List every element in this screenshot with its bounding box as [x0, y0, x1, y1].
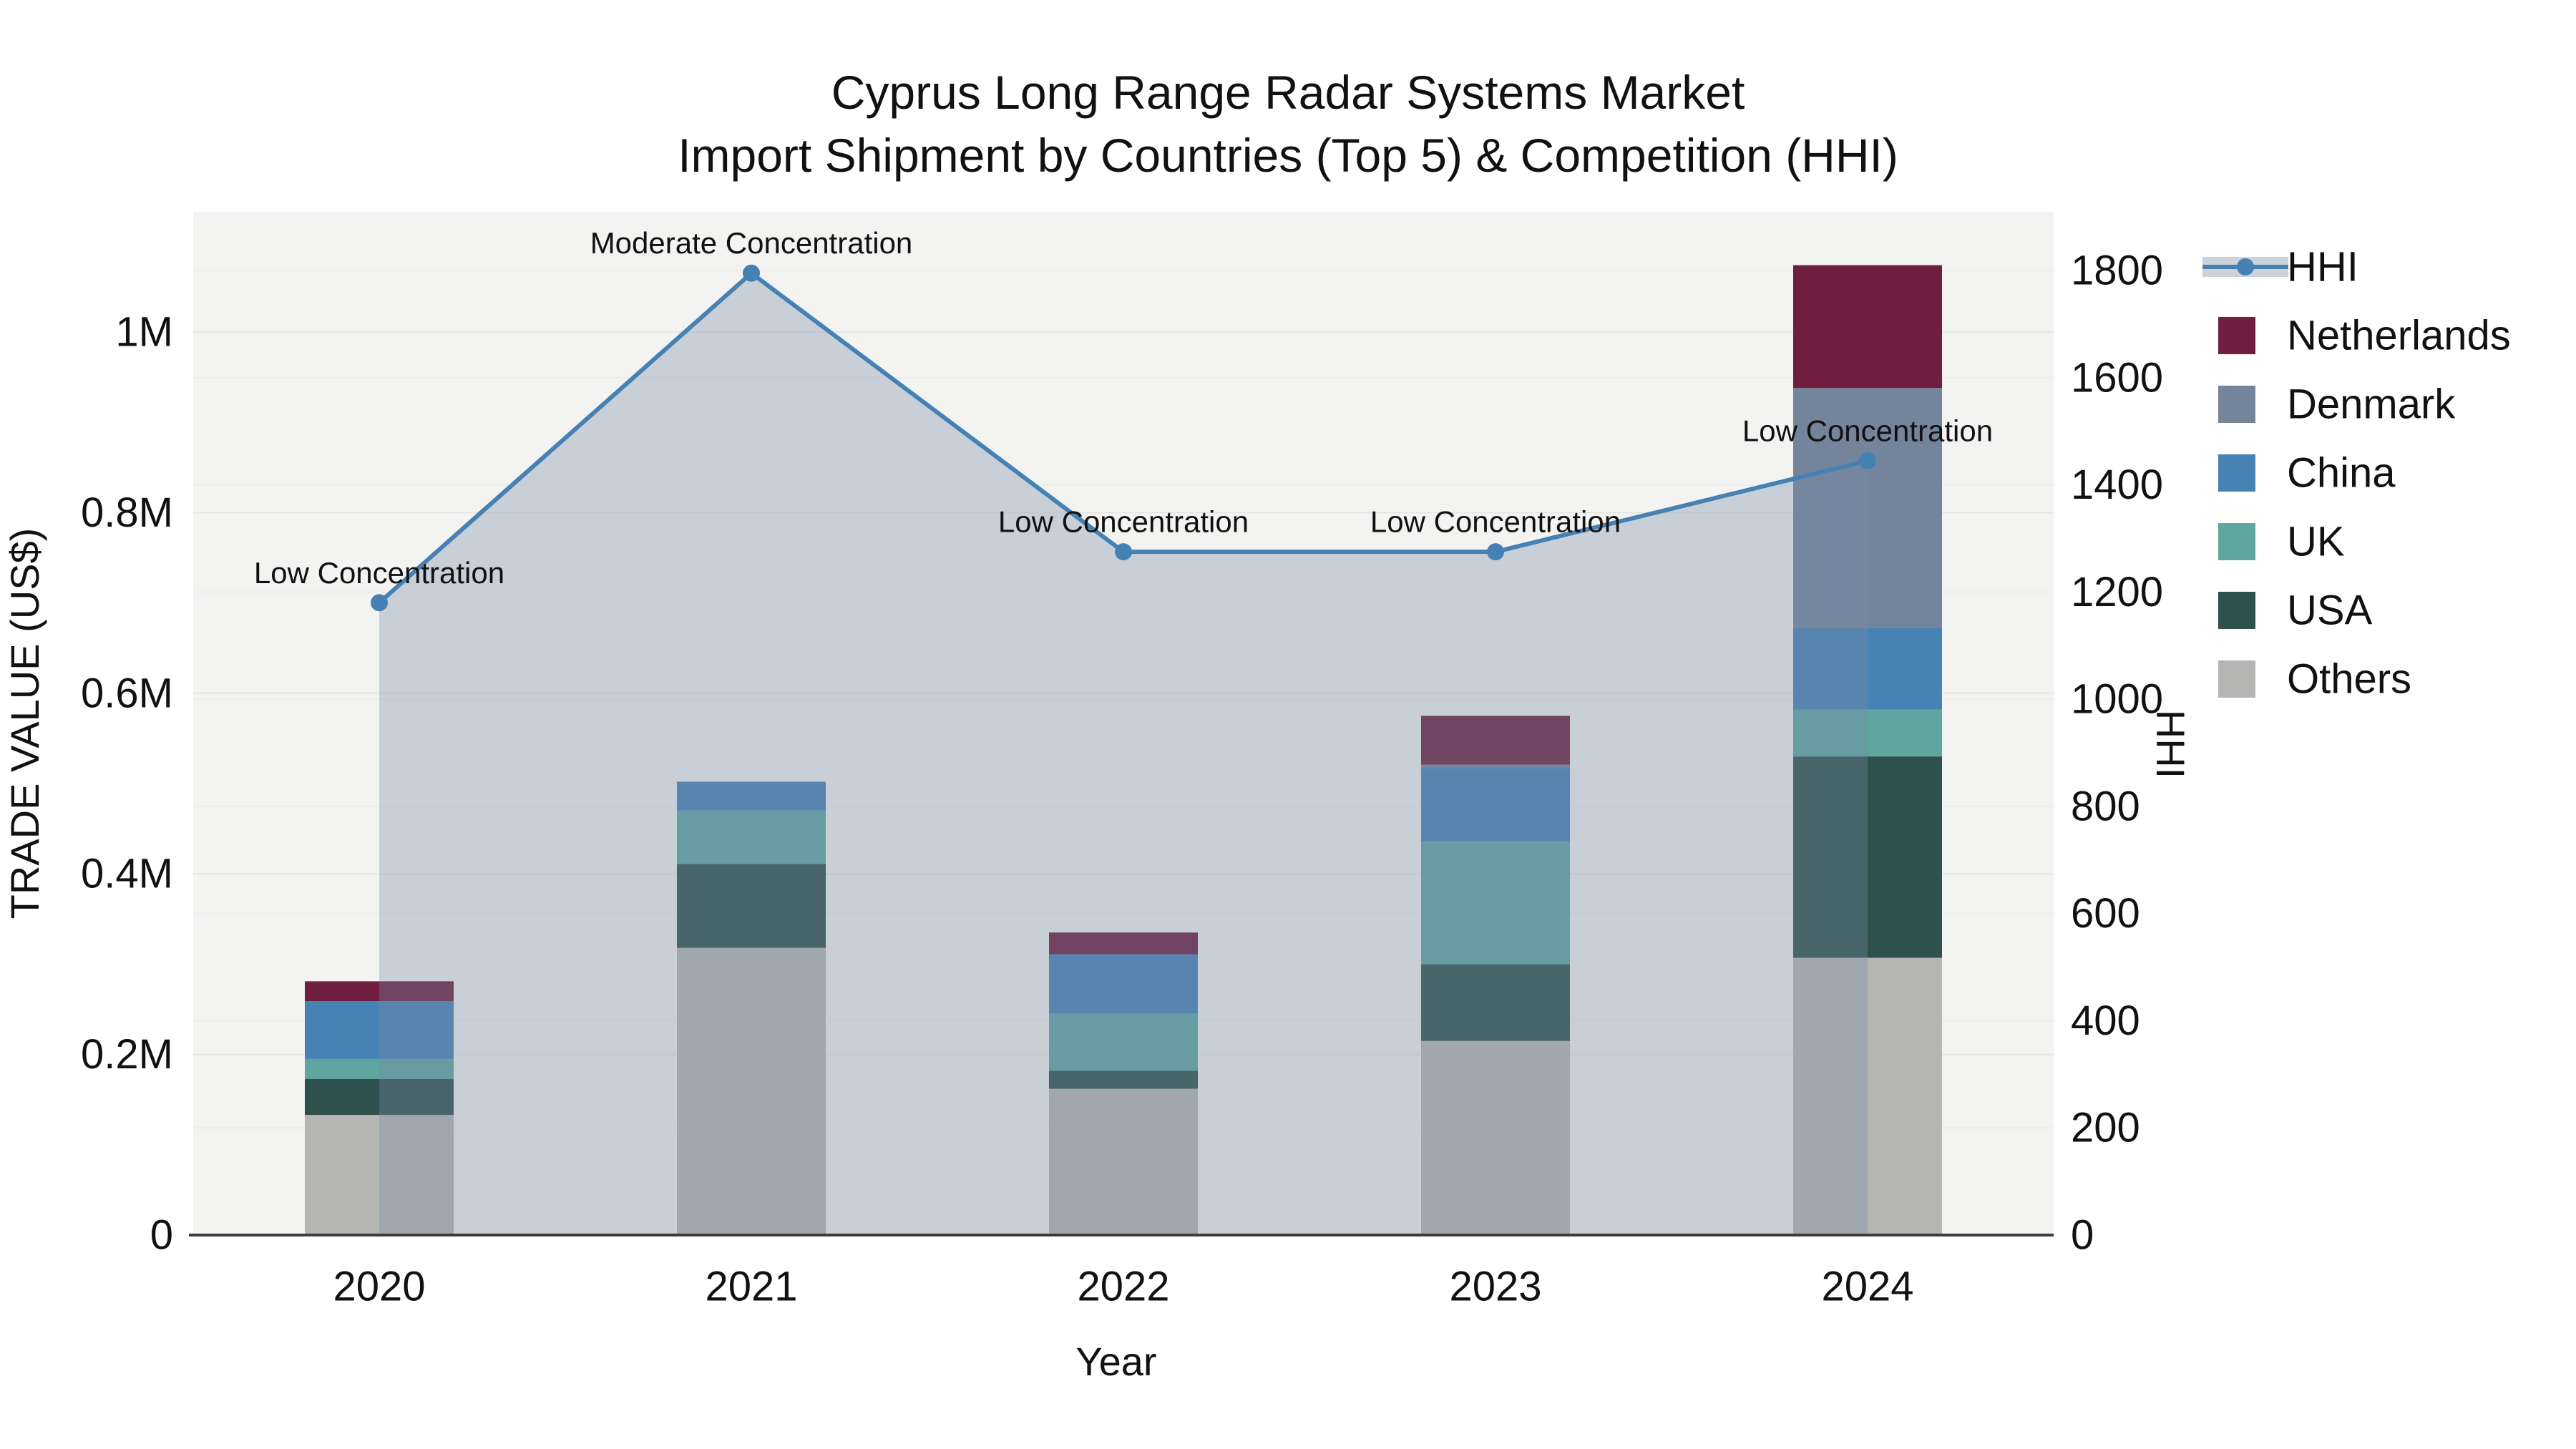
- chart-title: Cyprus Long Range Radar Systems Market: [831, 66, 1745, 119]
- bar-segment-usa-2021[interactable]: [677, 864, 826, 948]
- bar-segment-china-2023[interactable]: [1421, 768, 1570, 841]
- hhi-annotation-2021: Moderate Concentration: [590, 226, 913, 260]
- bar-segment-usa-2023[interactable]: [1421, 964, 1570, 1041]
- hhi-marker-2021[interactable]: [743, 264, 760, 282]
- bar-segment-uk-2020[interactable]: [305, 1058, 454, 1079]
- bar-segment-others-2021[interactable]: [677, 947, 826, 1235]
- x-tick-2023: 2023: [1449, 1264, 1541, 1310]
- hhi-marker-2022[interactable]: [1115, 543, 1132, 561]
- bar-segment-netherlands-2020[interactable]: [305, 981, 454, 1002]
- y-left-tick: 0.6M: [81, 670, 173, 716]
- y-right-tick: 1200: [2071, 569, 2163, 615]
- legend-label: HHI: [2287, 244, 2358, 291]
- y-left-tick: 1M: [115, 309, 173, 356]
- bar-segment-netherlands-2022[interactable]: [1049, 932, 1198, 955]
- legend-item-usa[interactable]: USA: [2218, 587, 2373, 634]
- y-right-tick: 200: [2071, 1105, 2140, 1151]
- y-right-tick: 1600: [2071, 354, 2163, 401]
- hhi-annotation-2022: Low Concentration: [998, 505, 1249, 539]
- bar-segment-china-2022[interactable]: [1049, 954, 1198, 1014]
- bar-segment-usa-2024[interactable]: [1793, 756, 1942, 958]
- bar-segment-usa-2020[interactable]: [305, 1078, 454, 1116]
- legend-item-china[interactable]: China: [2218, 450, 2396, 497]
- plot-area: Low Concentration Moderate Concentration L…: [81, 212, 2163, 1310]
- legend-swatch-icon: [2218, 317, 2255, 354]
- legend-item-hhi[interactable]: HHI: [2202, 244, 2358, 291]
- y-left-tick: 0.4M: [81, 851, 173, 897]
- bar-segment-netherlands-2023[interactable]: [1421, 716, 1570, 765]
- legend-item-others[interactable]: Others: [2218, 656, 2411, 703]
- legend-swatch-icon: [2218, 386, 2255, 423]
- legend: HHI Netherlands Denmark China UK USA Others: [2202, 244, 2511, 703]
- hhi-marker-2020[interactable]: [371, 594, 388, 612]
- hhi-area-fill: [379, 273, 1868, 1236]
- legend-label: USA: [2287, 587, 2373, 634]
- bar-segment-denmark-2023[interactable]: [1421, 764, 1570, 769]
- y-right-tick: 1800: [2071, 248, 2163, 294]
- y-right-axis-title: HHI: [2148, 710, 2193, 779]
- hhi-marker-2023[interactable]: [1487, 543, 1504, 561]
- legend-label: China: [2287, 450, 2396, 497]
- legend-swatch-icon: [2218, 660, 2255, 698]
- bar-segment-uk-2021[interactable]: [677, 810, 826, 864]
- legend-item-netherlands[interactable]: Netherlands: [2218, 313, 2511, 359]
- x-tick-2021: 2021: [705, 1264, 797, 1310]
- bar-segment-others-2023[interactable]: [1421, 1040, 1570, 1235]
- y-left-tick: 0.8M: [81, 489, 173, 536]
- x-axis-title: Year: [1075, 1339, 1156, 1384]
- y-left-tick: 0: [150, 1212, 173, 1259]
- legend-label: Others: [2287, 656, 2411, 703]
- bar-segment-usa-2022[interactable]: [1049, 1070, 1198, 1089]
- legend-swatch-icon: [2218, 454, 2255, 492]
- bar-segment-china-2024[interactable]: [1793, 628, 1942, 710]
- bar-segment-uk-2022[interactable]: [1049, 1013, 1198, 1071]
- hhi-annotation-2020: Low Concentration: [254, 556, 504, 590]
- y-right-tick: 800: [2071, 783, 2140, 829]
- y-right-tick: 0: [2071, 1212, 2094, 1259]
- y-left-axis-title: TRADE VALUE (US$): [2, 528, 47, 919]
- legend-label: UK: [2287, 519, 2345, 565]
- bar-segment-others-2020[interactable]: [305, 1115, 454, 1235]
- x-tick-2020: 2020: [333, 1264, 425, 1310]
- legend-label: Netherlands: [2287, 313, 2511, 359]
- chart-subtitle: Import Shipment by Countries (Top 5) & C…: [678, 129, 1898, 182]
- legend-label: Denmark: [2287, 381, 2456, 428]
- hhi-annotation-2023: Low Concentration: [1370, 505, 1621, 539]
- bar-segment-others-2022[interactable]: [1049, 1088, 1198, 1235]
- y-right-tick: 400: [2071, 997, 2140, 1044]
- bar-segment-others-2024[interactable]: [1793, 957, 1942, 1235]
- bar-segment-china-2021[interactable]: [677, 781, 826, 811]
- bar-segment-china-2020[interactable]: [305, 1001, 454, 1059]
- y-right-tick: 600: [2071, 890, 2140, 937]
- legend-swatch-icon: [2218, 523, 2255, 560]
- hhi-annotation-2024: Low Concentration: [1742, 414, 1993, 447]
- y-left-tick: 0.2M: [81, 1031, 173, 1078]
- legend-hhi-marker-icon: [2237, 258, 2254, 275]
- bar-segment-denmark-2024[interactable]: [1793, 388, 1942, 628]
- x-tick-2022: 2022: [1077, 1264, 1169, 1310]
- hhi-marker-2024[interactable]: [1859, 452, 1876, 469]
- bar-segment-uk-2023[interactable]: [1421, 841, 1570, 965]
- bar-segment-netherlands-2024[interactable]: [1793, 265, 1942, 389]
- y-right-tick: 1400: [2071, 462, 2163, 508]
- legend-item-uk[interactable]: UK: [2218, 519, 2345, 565]
- legend-item-denmark[interactable]: Denmark: [2218, 381, 2456, 428]
- legend-swatch-icon: [2218, 592, 2255, 629]
- bar-segment-uk-2024[interactable]: [1793, 709, 1942, 757]
- y-right-tick: 1000: [2071, 676, 2163, 723]
- x-tick-2024: 2024: [1821, 1264, 1913, 1310]
